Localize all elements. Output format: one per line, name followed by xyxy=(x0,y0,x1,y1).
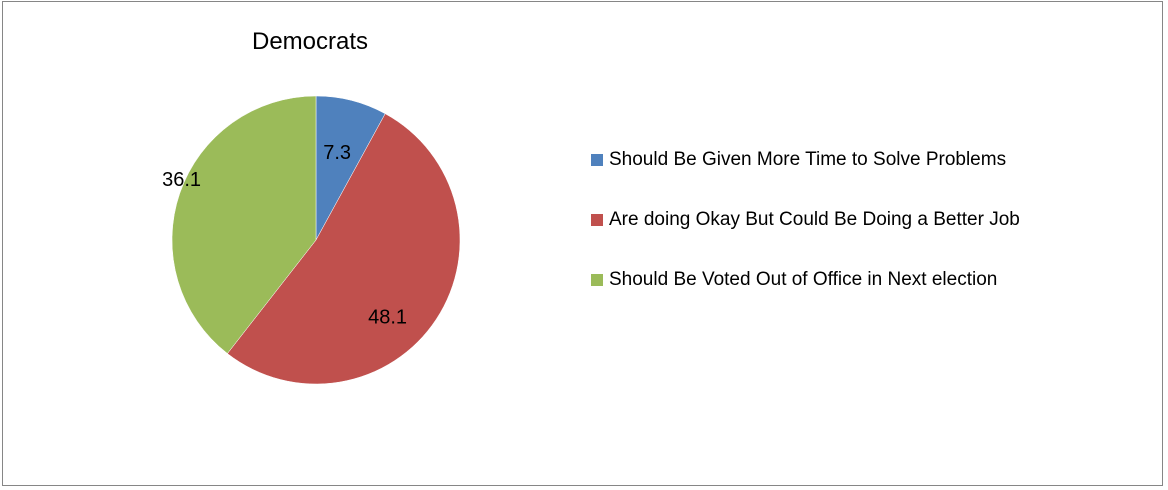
legend-swatch xyxy=(591,154,603,166)
legend-swatch xyxy=(591,274,603,286)
legend-label: Are doing Okay But Could Be Doing a Bett… xyxy=(609,209,1020,230)
legend-label: Should Be Voted Out of Office in Next el… xyxy=(609,269,998,290)
pie-slices xyxy=(171,95,461,385)
legend-swatch xyxy=(591,214,603,226)
pie-slice xyxy=(171,95,317,354)
data-label: 36.1 xyxy=(162,169,201,191)
data-label: 48.1 xyxy=(368,306,407,328)
pie-data-labels: 7.3 48.1 36.1 xyxy=(162,142,407,329)
pie-slice xyxy=(227,113,461,385)
legend-item: Should Be Voted Out of Office in Next el… xyxy=(591,265,1020,295)
legend-item: Should Be Given More Time to Solve Probl… xyxy=(591,145,1020,175)
chart-title: Democrats xyxy=(252,28,369,55)
legend: Should Be Given More Time to Solve Probl… xyxy=(591,145,1020,325)
legend-item: Are doing Okay But Could Be Doing a Bett… xyxy=(591,205,1020,235)
data-label: 7.3 xyxy=(323,142,351,164)
legend-label: Should Be Given More Time to Solve Probl… xyxy=(609,149,1007,170)
